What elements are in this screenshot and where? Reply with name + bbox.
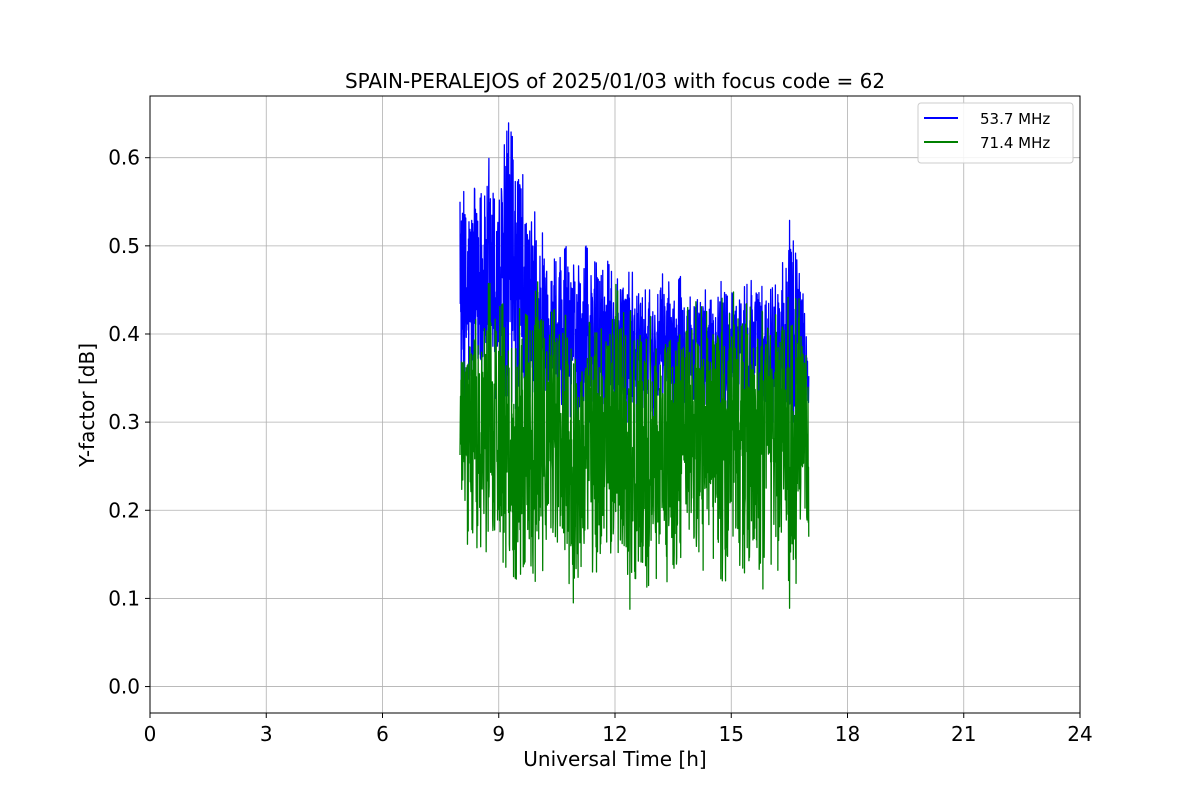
x-tick-label: 3 bbox=[260, 722, 273, 746]
series-layer bbox=[459, 122, 810, 610]
x-tick-label: 6 bbox=[376, 722, 389, 746]
legend: 53.7 MHz 71.4 MHz bbox=[917, 102, 1074, 164]
x-tick-label: 18 bbox=[835, 722, 860, 746]
y-axis: 0.0 0.1 0.2 0.3 0.4 0.5 0.6 bbox=[108, 146, 150, 699]
y-tick-label: 0.2 bbox=[108, 498, 140, 522]
y-axis-label: Y-factor [dB] bbox=[75, 343, 99, 468]
x-tick-label: 9 bbox=[492, 722, 505, 746]
x-axis-label: Universal Time [h] bbox=[523, 747, 706, 771]
x-tick-label: 24 bbox=[1067, 722, 1092, 746]
series-line bbox=[459, 281, 810, 610]
chart-title: SPAIN-PERALEJOS of 2025/01/03 with focus… bbox=[345, 69, 885, 93]
legend-label: 53.7 MHz bbox=[980, 110, 1050, 128]
y-tick-label: 0.4 bbox=[108, 322, 140, 346]
x-tick-label: 15 bbox=[719, 722, 744, 746]
y-tick-label: 0.6 bbox=[108, 146, 140, 170]
y-tick-label: 0.3 bbox=[108, 410, 140, 434]
legend-label: 71.4 MHz bbox=[980, 134, 1050, 152]
y-tick-label: 0.5 bbox=[108, 234, 140, 258]
x-axis: 0 3 6 9 12 15 18 21 24 bbox=[144, 713, 1093, 746]
x-tick-label: 0 bbox=[144, 722, 157, 746]
x-tick-label: 21 bbox=[951, 722, 976, 746]
x-tick-label: 12 bbox=[602, 722, 627, 746]
y-tick-label: 0.1 bbox=[108, 586, 140, 610]
y-tick-label: 0.0 bbox=[108, 675, 140, 699]
